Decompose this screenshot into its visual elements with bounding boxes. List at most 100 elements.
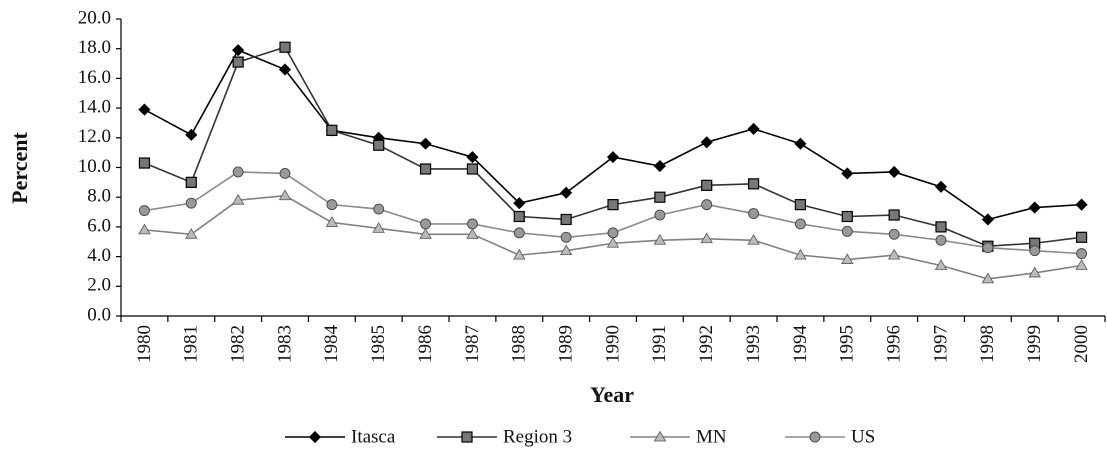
marker <box>231 193 245 205</box>
x-tick-label: 1996 <box>884 325 905 363</box>
marker <box>654 209 666 221</box>
legend-label: US <box>851 426 875 447</box>
marker <box>419 228 432 239</box>
x-tick-label: 2000 <box>1071 325 1092 363</box>
marker <box>981 272 995 284</box>
marker <box>185 128 198 141</box>
marker <box>841 210 853 223</box>
x-tick-label: 1983 <box>274 325 295 363</box>
marker <box>888 165 901 179</box>
marker <box>419 137 432 150</box>
y-tick-label: 14.0 <box>78 96 111 117</box>
marker <box>185 176 197 188</box>
marker <box>653 233 667 245</box>
marker <box>747 233 760 245</box>
marker <box>513 248 526 260</box>
marker <box>466 218 478 230</box>
marker <box>466 163 479 175</box>
marker <box>372 222 385 233</box>
y-tick-label: 16.0 <box>78 67 111 88</box>
marker <box>138 223 151 235</box>
marker <box>794 137 807 150</box>
marker <box>841 253 854 264</box>
marker <box>794 248 807 260</box>
marker <box>513 227 525 239</box>
marker <box>747 178 760 190</box>
x-tick-label: 1990 <box>602 325 623 363</box>
marker <box>653 159 666 173</box>
marker <box>326 199 338 211</box>
x-tick-label: 1988 <box>509 325 530 363</box>
x-tick-label: 1999 <box>1024 325 1045 363</box>
marker <box>654 191 666 203</box>
marker <box>278 63 292 76</box>
marker <box>794 199 807 211</box>
y-tick-label: 18.0 <box>78 37 111 58</box>
marker <box>653 430 667 442</box>
marker <box>701 199 713 211</box>
series-line <box>144 46 1082 248</box>
x-tick-label: 1998 <box>977 325 998 363</box>
marker <box>185 228 198 239</box>
y-tick-label: 12.0 <box>78 126 111 147</box>
x-tick-label: 1982 <box>228 325 249 363</box>
marker <box>513 197 526 210</box>
marker <box>888 228 900 240</box>
y-tick-label: 4.0 <box>87 245 111 266</box>
marker <box>308 430 322 444</box>
marker <box>1029 245 1041 257</box>
marker <box>700 136 713 149</box>
marker <box>279 41 291 53</box>
marker <box>935 221 947 233</box>
x-tick-label: 1987 <box>462 325 483 363</box>
y-tick-label: 8.0 <box>87 186 111 207</box>
marker <box>232 44 245 57</box>
marker <box>607 227 619 239</box>
marker <box>232 56 244 68</box>
y-tick-label: 2.0 <box>87 275 111 296</box>
marker <box>841 225 853 237</box>
y-tick-label: 20.0 <box>78 7 111 28</box>
marker <box>1075 259 1088 270</box>
marker <box>888 209 900 221</box>
marker <box>935 234 947 246</box>
marker <box>461 431 473 443</box>
x-tick-label: 1986 <box>415 325 436 363</box>
marker <box>606 151 620 164</box>
marker <box>560 186 573 199</box>
x-tick-label: 1984 <box>321 325 342 364</box>
x-tick-label: 1995 <box>837 325 858 363</box>
y-axis-label: Percent <box>7 132 32 204</box>
marker <box>1076 248 1088 260</box>
marker <box>1075 198 1088 211</box>
y-tick-label: 6.0 <box>87 215 111 236</box>
marker <box>1028 266 1041 278</box>
marker <box>934 259 948 270</box>
legend-label: MN <box>696 426 727 447</box>
marker <box>1075 231 1088 243</box>
x-tick-label: 1993 <box>743 325 764 363</box>
legend-label: Itasca <box>351 426 396 447</box>
marker <box>560 213 572 226</box>
marker <box>606 236 620 248</box>
marker <box>279 167 291 179</box>
marker <box>138 103 151 116</box>
marker <box>138 205 150 217</box>
x-tick-label: 1997 <box>930 325 951 363</box>
marker <box>373 139 385 151</box>
y-tick-label: 10.0 <box>78 156 111 177</box>
y-tick-label: 0.0 <box>87 304 111 325</box>
x-tick-label: 1985 <box>368 325 389 363</box>
marker <box>419 163 432 175</box>
marker <box>841 167 854 180</box>
marker <box>701 179 713 191</box>
x-tick-label: 1989 <box>556 325 577 363</box>
x-tick-label: 1981 <box>181 325 202 363</box>
marker <box>887 248 901 260</box>
marker <box>466 228 479 239</box>
x-tick-label: 1994 <box>790 325 811 364</box>
x-tick-label: 1991 <box>649 325 670 363</box>
x-tick-label: 1980 <box>134 325 155 363</box>
marker <box>326 124 338 136</box>
